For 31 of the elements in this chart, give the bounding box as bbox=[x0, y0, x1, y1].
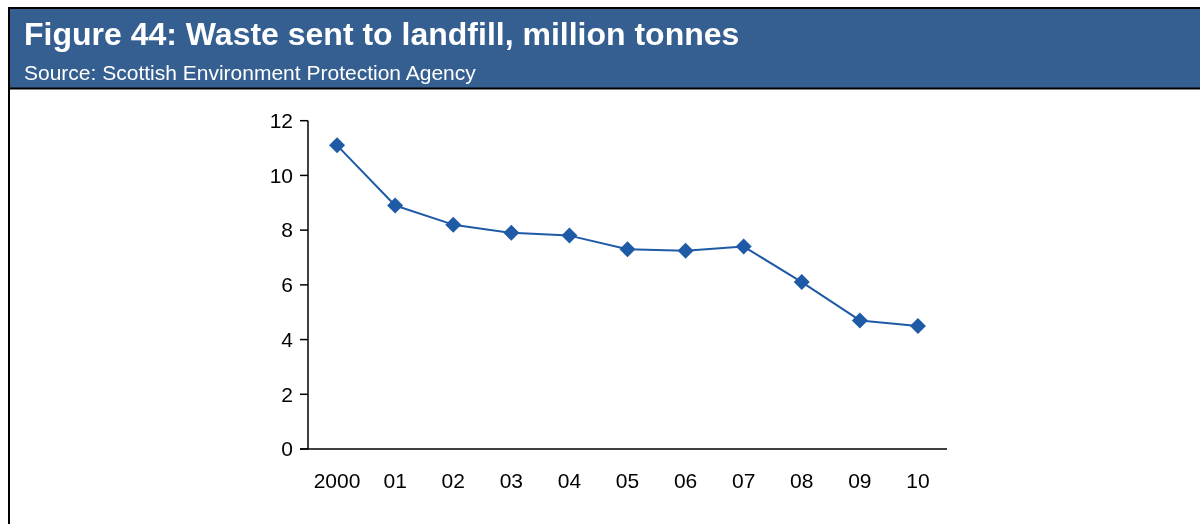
y-tick-label: 12 bbox=[269, 109, 293, 133]
x-tick-label: 10 bbox=[906, 469, 930, 493]
chart-title: Figure 44: Waste sent to landfill, million tonnes bbox=[24, 16, 740, 52]
point bbox=[329, 137, 346, 154]
point bbox=[445, 216, 462, 233]
point bbox=[619, 241, 636, 258]
x-tick-label: 2000 bbox=[313, 469, 361, 493]
y-tick-label: 2 bbox=[281, 382, 293, 406]
source-note: Source: Scottish Environment Protection Agency bbox=[24, 61, 477, 84]
x-tick-label: 03 bbox=[499, 469, 523, 493]
x-tick-label: 07 bbox=[732, 469, 756, 493]
point bbox=[503, 224, 520, 241]
x-tick-label: 04 bbox=[557, 469, 582, 493]
point bbox=[793, 274, 810, 291]
point bbox=[909, 317, 926, 334]
y-tick-label: 6 bbox=[281, 273, 293, 297]
point bbox=[561, 227, 578, 244]
x-tick-label: 02 bbox=[441, 469, 465, 493]
y-tick-label: 10 bbox=[269, 163, 293, 187]
y-tick-label: 0 bbox=[281, 437, 293, 461]
x-tick-label: 06 bbox=[673, 469, 698, 493]
y-tick-label: 8 bbox=[281, 218, 293, 242]
y-tick-label: 4 bbox=[281, 327, 294, 351]
point bbox=[387, 197, 404, 214]
point bbox=[735, 238, 752, 255]
point bbox=[677, 242, 694, 259]
x-tick-label: 09 bbox=[848, 469, 872, 493]
point bbox=[851, 312, 868, 329]
x-tick-label: 01 bbox=[383, 469, 407, 493]
x-tick-label: 08 bbox=[790, 469, 814, 493]
x-tick-label: 05 bbox=[615, 469, 640, 493]
